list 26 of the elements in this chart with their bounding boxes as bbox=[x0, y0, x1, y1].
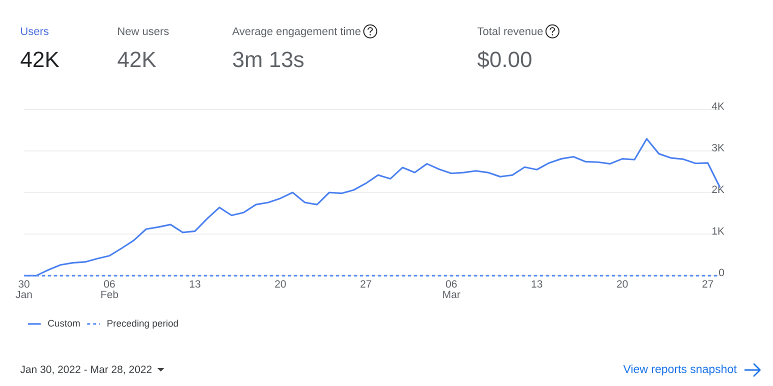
text: New users bbox=[118, 27, 169, 36]
legend-label: Preceding period bbox=[108, 320, 178, 329]
x-tick-label: 20 bbox=[617, 280, 628, 288]
x-tick-label: 30 Jan bbox=[16, 280, 32, 298]
x-tick-label: 06 Feb bbox=[101, 280, 118, 298]
y-tick-label: 1K bbox=[712, 227, 724, 235]
text: 42K bbox=[118, 52, 156, 67]
y-tick-label: 0 bbox=[719, 268, 724, 276]
text: 3m 13s bbox=[233, 52, 304, 68]
x-tick-label: 27 bbox=[360, 280, 372, 288]
text: Total revenue bbox=[477, 27, 543, 36]
legend-label: Custom bbox=[48, 320, 80, 327]
x-tick-label: 13 bbox=[190, 280, 200, 288]
text: Average engagement time bbox=[232, 27, 361, 38]
y-tick-label: 3K bbox=[712, 144, 724, 152]
x-tick-label: 20 bbox=[275, 280, 286, 288]
y-tick-label: 2K bbox=[712, 186, 724, 193]
text: View reports snapshot bbox=[623, 364, 737, 376]
text: $0.00 bbox=[477, 50, 532, 69]
text: Jan 30, 2022 - Mar 28, 2022 bbox=[20, 366, 152, 374]
text: 42K bbox=[20, 52, 60, 67]
text: Users bbox=[21, 27, 49, 36]
x-tick-label: 06 Mar bbox=[443, 280, 460, 298]
x-tick-label: 27 bbox=[702, 280, 714, 288]
x-tick-label: 13 bbox=[532, 280, 542, 288]
y-tick-label: 4K bbox=[712, 102, 724, 110]
